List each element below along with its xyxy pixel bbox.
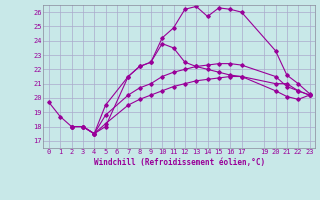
X-axis label: Windchill (Refroidissement éolien,°C): Windchill (Refroidissement éolien,°C): [94, 158, 265, 167]
